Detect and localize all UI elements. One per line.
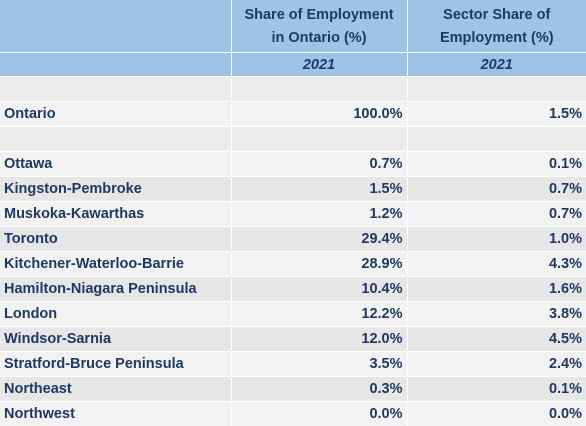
sector-value: 4.3% bbox=[407, 252, 586, 277]
spacer-row bbox=[0, 127, 586, 152]
header-region-cell bbox=[0, 0, 231, 53]
sector-value: 1.6% bbox=[407, 277, 586, 302]
sector-value: 0.1% bbox=[407, 152, 586, 177]
sector-value: 3.8% bbox=[407, 302, 586, 327]
total-share: 100.0% bbox=[231, 102, 407, 127]
region-label: Toronto bbox=[0, 227, 231, 252]
year-share-cell: 2021 bbox=[231, 53, 407, 77]
region-label: Kitchener-Waterloo-Barrie bbox=[0, 252, 231, 277]
region-label: Northeast bbox=[0, 377, 231, 402]
header-share-line1: Share of Employment bbox=[232, 4, 407, 27]
header-sector-line2: Employment (%) bbox=[408, 27, 586, 50]
share-value: 10.4% bbox=[231, 277, 407, 302]
header-sector-line1: Sector Share of bbox=[408, 4, 586, 27]
region-label: Ottawa bbox=[0, 152, 231, 177]
sector-value: 0.7% bbox=[407, 177, 586, 202]
share-value: 0.0% bbox=[231, 402, 407, 426]
share-value: 28.9% bbox=[231, 252, 407, 277]
share-value: 0.3% bbox=[231, 377, 407, 402]
header-share-cell: Share of Employment in Ontario (%) bbox=[231, 0, 407, 53]
share-value: 0.7% bbox=[231, 152, 407, 177]
year-sector-cell: 2021 bbox=[407, 53, 586, 77]
share-value: 29.4% bbox=[231, 227, 407, 252]
region-label: London bbox=[0, 302, 231, 327]
header-share-line2: in Ontario (%) bbox=[232, 27, 407, 50]
sector-value: 0.1% bbox=[407, 377, 586, 402]
share-value: 12.0% bbox=[231, 327, 407, 352]
sector-value: 2.4% bbox=[407, 352, 586, 377]
sector-value: 4.5% bbox=[407, 327, 586, 352]
header-sector-cell: Sector Share of Employment (%) bbox=[407, 0, 586, 53]
total-row: Ontario 100.0% 1.5% bbox=[0, 102, 586, 127]
share-value: 12.2% bbox=[231, 302, 407, 327]
sector-value: 1.0% bbox=[407, 227, 586, 252]
region-label: Kingston-Pembroke bbox=[0, 177, 231, 202]
year-row: 2021 2021 bbox=[0, 53, 586, 77]
region-label: Muskoka-Kawarthas bbox=[0, 202, 231, 227]
sector-value: 0.7% bbox=[407, 202, 586, 227]
spacer-row bbox=[0, 77, 586, 102]
share-value: 3.5% bbox=[231, 352, 407, 377]
region-label: Hamilton-Niagara Peninsula bbox=[0, 277, 231, 302]
share-value: 1.2% bbox=[231, 202, 407, 227]
sector-value: 0.0% bbox=[407, 402, 586, 426]
region-label: Stratford-Bruce Peninsula bbox=[0, 352, 231, 377]
share-value: 1.5% bbox=[231, 177, 407, 202]
year-region-cell bbox=[0, 53, 231, 77]
total-label: Ontario bbox=[0, 102, 231, 127]
region-label: Northwest bbox=[0, 402, 231, 426]
region-label: Windsor-Sarnia bbox=[0, 327, 231, 352]
header-row: Share of Employment in Ontario (%) Secto… bbox=[0, 0, 586, 53]
total-sector: 1.5% bbox=[407, 102, 586, 127]
